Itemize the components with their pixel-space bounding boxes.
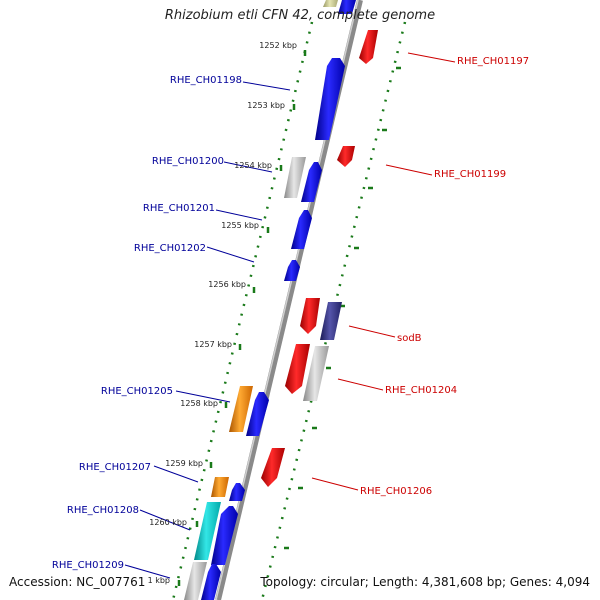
gene-rhe-ch01197: [359, 30, 378, 64]
gene-rhe-ch01207-orange: [211, 477, 229, 497]
tick-label: 1259 kbp: [165, 459, 203, 468]
gene-label-rhe-ch01205[interactable]: RHE_CH01205: [101, 386, 173, 397]
gene-rhe-ch01204-red: [285, 344, 310, 394]
gene-sodB-navy: [320, 302, 342, 340]
gene-rhe-ch01200: [301, 162, 322, 202]
gene-label-rhe-ch01198[interactable]: RHE_CH01198: [170, 75, 242, 86]
gene-rhe-ch01209-gray: [184, 562, 207, 600]
tick-label: 1255 kbp: [221, 221, 259, 230]
genes-inner-lane: [184, 0, 345, 600]
tick-label: 1256 kbp: [208, 280, 246, 289]
gene-label-rhe-ch01202[interactable]: RHE_CH01202: [134, 243, 206, 254]
gene-label-rhe-ch01207[interactable]: RHE_CH01207: [79, 462, 151, 473]
gene-label-rhe-ch01199[interactable]: RHE_CH01199: [434, 169, 506, 180]
gene-rhe-ch01198: [315, 58, 345, 140]
gene-olive: [323, 0, 338, 7]
leader-lines-left: [124, 81, 291, 579]
gene-rhe-ch01202: [284, 260, 300, 281]
ruler-inner-dots: [171, 21, 314, 600]
gene-rhe-ch01205-orange: [229, 386, 253, 432]
topology-text: Topology: circular; Length: 4,381,608 bp…: [260, 575, 590, 589]
map-title: Rhizobium etli CFN 42, complete genome: [164, 8, 436, 23]
tick-label: 1260 kbp: [149, 518, 187, 527]
gene-label-rhe-ch01206[interactable]: RHE_CH01206: [360, 486, 432, 497]
gene-label-rhe-ch01201[interactable]: RHE_CH01201: [143, 203, 215, 214]
gene-rhe-ch01206: [261, 448, 285, 487]
tick-label: 1 kbp: [148, 576, 170, 585]
gene-sodB-red: [300, 298, 320, 334]
gene-rhe-ch01200-gray: [284, 157, 306, 198]
tick-marks: [177, 50, 401, 586]
gene-top-blue: [338, 0, 356, 14]
gene-label-rhe-ch01208[interactable]: RHE_CH01208: [67, 505, 139, 516]
gene-rhe-ch01208: [211, 506, 238, 565]
gene-label-rhe-ch01197[interactable]: RHE_CH01197: [457, 56, 529, 67]
gene-rhe-ch01205: [246, 392, 269, 436]
gene-label-rhe-ch01209[interactable]: RHE_CH01209: [52, 560, 124, 571]
gene-rhe-ch01207: [229, 483, 245, 501]
tick-label: 1258 kbp: [180, 399, 218, 408]
leader-lines-right: [311, 52, 456, 491]
gene-label-sodb[interactable]: sodB: [397, 333, 422, 344]
tick-label: 1252 kbp: [259, 41, 297, 50]
tick-label: 1253 kbp: [247, 101, 285, 110]
gene-rhe-ch01201: [291, 210, 312, 249]
gene-rhe-ch01204-gray: [303, 346, 329, 401]
accession-text: Accession: NC_007761: [9, 575, 146, 589]
genes-outer-lane: [261, 0, 378, 487]
tick-label: 1254 kbp: [234, 161, 272, 170]
gene-rhe-ch01209: [201, 564, 221, 600]
gene-label-rhe-ch01204[interactable]: RHE_CH01204: [385, 385, 457, 396]
gene-label-rhe-ch01200[interactable]: RHE_CH01200: [152, 156, 224, 167]
tick-label: 1257 kbp: [194, 340, 232, 349]
gene-rhe-ch01199: [337, 146, 355, 167]
gene-rhe-ch01208-cyan: [194, 502, 221, 560]
